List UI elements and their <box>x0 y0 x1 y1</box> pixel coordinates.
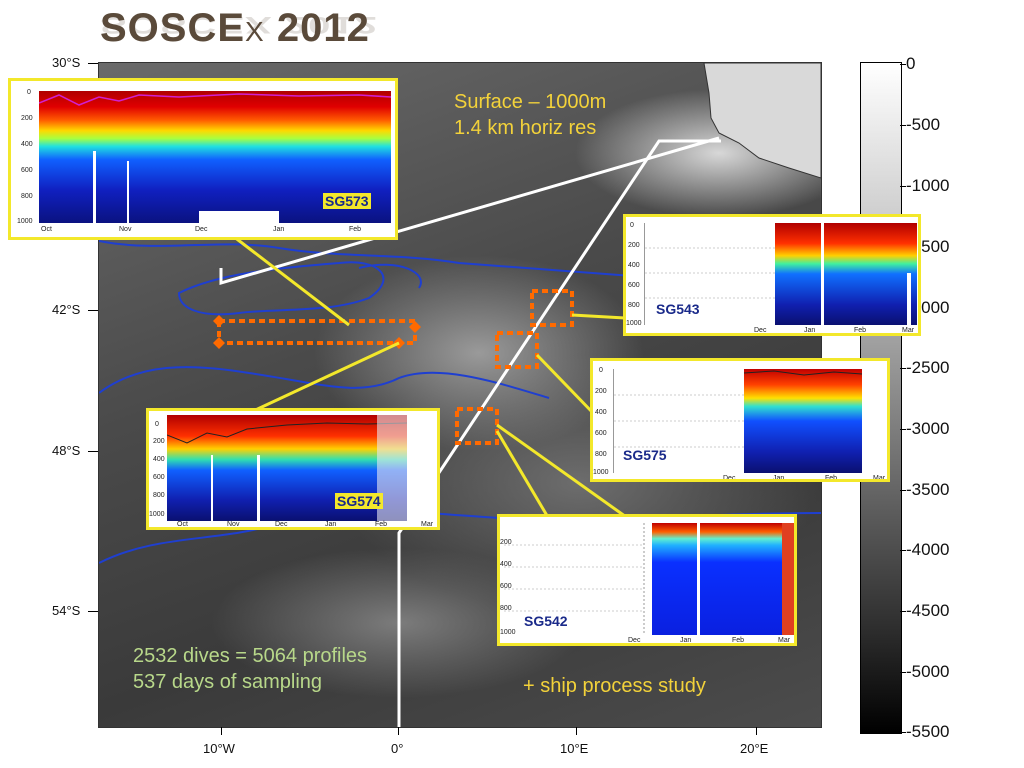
ship-note: + ship process study <box>523 675 706 697</box>
leader-sg542 <box>495 430 551 520</box>
glider-box-sg543 <box>530 289 574 327</box>
leader-sg543 <box>571 313 626 320</box>
marker-2 <box>409 321 421 333</box>
title-small: X <box>245 16 265 47</box>
leader-sg542-2 <box>496 423 630 521</box>
inset-sg542: 200 400 600 800 1000 Dec Jan Feb Mar SG5… <box>497 514 797 646</box>
sg542-section-plot <box>504 523 794 635</box>
dives-line1: 2532 dives = 5064 profiles <box>133 645 368 667</box>
contour-line-3 <box>99 366 550 399</box>
cb-tick-5500 <box>900 732 906 733</box>
sg575-section-plot <box>613 369 886 473</box>
dives-line2: 537 days of sampling <box>133 671 323 693</box>
inset-sg573: 0 200 400 600 800 1000 Oct Nov Dec Jan F… <box>8 78 398 240</box>
ship-track-1 <box>219 136 720 285</box>
marker-1 <box>213 315 225 327</box>
sg574-label: SG574 <box>335 493 383 509</box>
cb-tick-0 <box>900 64 906 65</box>
cb-tick-4500 <box>900 611 906 612</box>
sg573-label: SG573 <box>323 193 371 209</box>
leader-sg574 <box>248 341 400 415</box>
dives-note: 2532 dives = 5064 profiles 537 days of s… <box>133 643 367 695</box>
sg574-section-plot <box>167 415 437 521</box>
lat-tick-48s <box>88 451 98 452</box>
glider-box-sg575 <box>495 331 539 369</box>
africa-landmass <box>703 63 821 179</box>
page-title: SOSCEX 2012 <box>100 6 370 51</box>
sg542-label: SG542 <box>524 613 568 629</box>
surface-line2: 1.4 km horiz res <box>454 117 597 139</box>
cb-label-0: 0 <box>906 54 916 73</box>
sg543-section-plot <box>644 223 917 325</box>
leader-sg573 <box>228 231 350 327</box>
cb-label-4000: -4000 <box>906 540 950 559</box>
cb-label-1000: -1000 <box>906 176 950 195</box>
lon-tick-10e <box>576 727 577 735</box>
cb-tick-3000 <box>900 429 906 430</box>
leader-sg575 <box>535 353 597 417</box>
title-reflection: SOSCEX 2012 <box>100 11 378 38</box>
cb-tick-4000 <box>900 550 906 551</box>
cb-label-3000: -3000 <box>906 419 950 438</box>
cb-tick-3500 <box>900 490 906 491</box>
sg575-label: SG575 <box>623 447 667 463</box>
cb-label-5000: -5000 <box>906 662 950 681</box>
lon-tick-20e <box>756 727 757 735</box>
lat-label-42s: 42°S <box>52 302 81 317</box>
lon-label-0: 0° <box>391 741 404 756</box>
cb-tick-5000 <box>900 672 906 673</box>
inset-sg574: 0 200 400 600 800 1000 Oct Nov Dec Jan F… <box>146 408 440 530</box>
cb-label-2500: -2500 <box>906 358 950 377</box>
ship-track-2 <box>397 139 721 727</box>
inset-sg575: 0 200 400 600 800 1000 Dec Jan Feb Mar S… <box>590 358 890 482</box>
lon-label-10e: 10°E <box>560 741 589 756</box>
inset-sg543: 0 200 400 600 800 1000 Dec Jan Feb Mar S… <box>623 214 921 336</box>
lat-label-48s: 48°S <box>52 443 81 458</box>
cb-label-500: -500 <box>906 115 941 134</box>
lon-label-10w: 10°W <box>203 741 235 756</box>
marker-3 <box>213 337 225 349</box>
title-year: 2012 <box>276 6 370 50</box>
surface-note: Surface – 1000m 1.4 km horiz res <box>454 89 606 141</box>
lat-label-30s: 30°S <box>52 55 81 70</box>
sg543-label: SG543 <box>656 301 700 317</box>
title-main: SOSCE <box>100 6 246 50</box>
lat-tick-30s <box>88 63 98 64</box>
lat-tick-42s <box>88 310 98 311</box>
surface-line1: Surface – 1000m <box>454 91 607 113</box>
cb-label-3500: -3500 <box>906 480 950 499</box>
lat-label-54s: 54°S <box>52 603 81 618</box>
lon-tick-0 <box>398 727 399 735</box>
cb-tick-2500 <box>900 368 906 369</box>
lon-label-20e: 20°E <box>740 741 769 756</box>
cb-label-5500: -5500 <box>906 722 950 741</box>
contour-line-1 <box>99 240 821 280</box>
lat-tick-54s <box>88 611 98 612</box>
glider-box-sg573 <box>217 319 417 345</box>
contour-line-2 <box>177 261 385 316</box>
lon-tick-10w <box>221 727 222 735</box>
cb-tick-500 <box>900 125 906 126</box>
glider-box-sg574-sg542 <box>455 407 499 445</box>
cb-tick-1000 <box>900 186 906 187</box>
contour-line-5 <box>358 263 422 289</box>
cb-label-4500: -4500 <box>906 601 950 620</box>
